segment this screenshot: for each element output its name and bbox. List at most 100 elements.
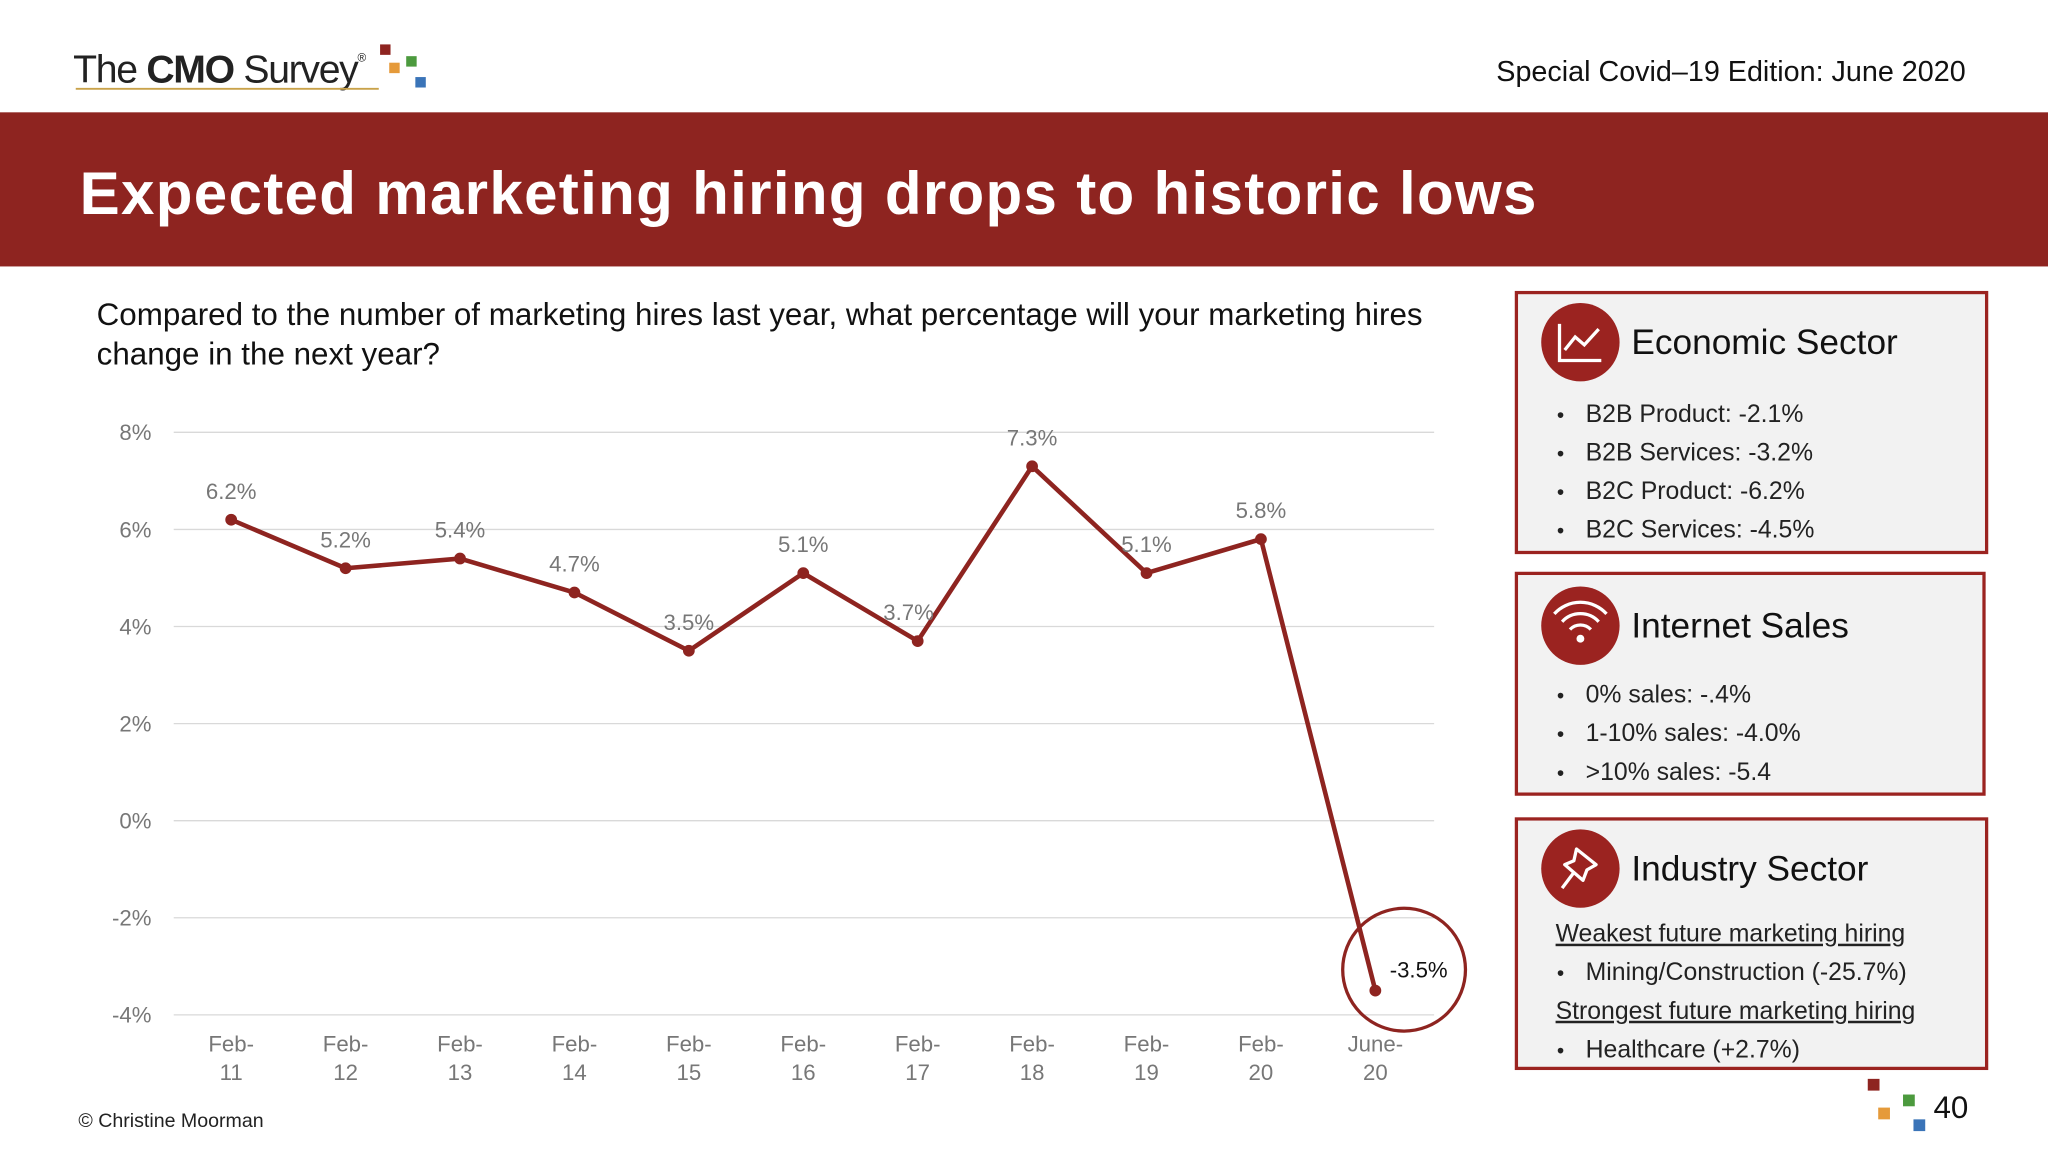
panel-item: B2C Services: -4.5% bbox=[1586, 516, 1815, 543]
panel-item: 0% sales: -.4% bbox=[1586, 682, 1751, 709]
logo-cmo: CMO bbox=[146, 48, 233, 91]
value-label: -3.5% bbox=[1390, 958, 1448, 983]
bullet: • bbox=[1557, 723, 1564, 746]
point bbox=[1369, 984, 1382, 997]
x-tick-label: Feb-11 bbox=[208, 1031, 255, 1086]
slide-title: Expected marketing hiring drops to histo… bbox=[80, 160, 1538, 227]
logo-square bbox=[380, 44, 391, 55]
point bbox=[225, 513, 238, 526]
point bbox=[339, 562, 352, 575]
x-tick-box: Feb-14 bbox=[551, 1031, 598, 1086]
x-tick-box: Feb-17 bbox=[894, 1031, 941, 1086]
panels: Economic Sector • B2B Product: -2.1% • B2B S… bbox=[1514, 290, 1989, 1071]
point bbox=[1026, 460, 1038, 473]
value-label: 5.1% bbox=[778, 532, 829, 557]
x-tick-box: Feb-20 bbox=[1238, 1031, 1284, 1086]
title-bar bbox=[0, 112, 2048, 267]
logo-survey: Survey bbox=[243, 48, 359, 91]
panel-heading: Weakest future marketing hiring bbox=[1556, 921, 1906, 948]
y-tick-label: -2% bbox=[112, 906, 151, 931]
x-tick-label: Feb-15 bbox=[666, 1031, 712, 1086]
panel-item: B2B Services: -3.2% bbox=[1586, 439, 1813, 466]
value-label: 5.4% bbox=[435, 518, 486, 543]
x-tick-label: Feb-12 bbox=[322, 1031, 369, 1086]
panel-item: B2C Product: -6.2% bbox=[1586, 478, 1805, 505]
value-label: 3.5% bbox=[664, 610, 715, 635]
question-box: Compared to the number of marketing hire… bbox=[96, 297, 1423, 373]
panel-item: 1-10% sales: -4.0% bbox=[1586, 720, 1801, 747]
value-label: 4.7% bbox=[549, 552, 600, 577]
edition: Special Covid–19 Edition: June 2020 bbox=[1496, 56, 1965, 88]
panel-icon bbox=[1541, 829, 1620, 908]
x-tick-box: Feb-16 bbox=[780, 1031, 827, 1086]
y-tick-label: 2% bbox=[119, 711, 151, 736]
y-tick-label: 6% bbox=[119, 517, 151, 542]
logo-square bbox=[389, 62, 400, 74]
y-tick-label: 8% bbox=[119, 420, 151, 445]
panel-icon-glyph bbox=[1557, 323, 1602, 363]
point bbox=[797, 567, 810, 579]
bullet: • bbox=[1557, 404, 1564, 427]
x-tick-label: Feb-17 bbox=[894, 1031, 941, 1086]
highlight-ring bbox=[1341, 906, 1468, 1033]
bullet: • bbox=[1557, 762, 1564, 785]
panel-title: Economic Sector bbox=[1631, 323, 1898, 362]
panel-item: Mining/Construction (-25.7%) bbox=[1586, 959, 1907, 986]
logo-the: The bbox=[73, 48, 137, 91]
value-label: 5.8% bbox=[1236, 498, 1287, 523]
x-tick-label: Feb-13 bbox=[437, 1031, 483, 1086]
x-tick-box: Feb-13 bbox=[437, 1031, 483, 1086]
logo: The CMO Survey® bbox=[73, 44, 426, 91]
bullet: • bbox=[1557, 442, 1564, 465]
bullet: • bbox=[1557, 519, 1564, 542]
logo-mark: ® bbox=[357, 51, 366, 64]
x-tick-label: June-20 bbox=[1347, 1031, 1404, 1086]
copyright: © Christine Moorman bbox=[78, 1110, 263, 1132]
panel-heading: Strongest future marketing hiring bbox=[1556, 998, 1916, 1025]
x-tick-box: Feb-18 bbox=[1009, 1031, 1055, 1086]
x-tick-label: Feb-16 bbox=[780, 1031, 827, 1086]
x-tick-label: Feb-18 bbox=[1009, 1031, 1055, 1086]
footer-square bbox=[1913, 1119, 1926, 1132]
panel-title: Internet Sales bbox=[1631, 606, 1849, 645]
x-tick-box: Feb-12 bbox=[322, 1031, 369, 1086]
footer-square bbox=[1903, 1094, 1915, 1107]
logo-square bbox=[406, 56, 417, 67]
panel-icon-glyph bbox=[1553, 600, 1608, 643]
bullet: • bbox=[1557, 1039, 1564, 1062]
x-tick-box: June-20 bbox=[1347, 1031, 1404, 1086]
footer-square bbox=[1867, 1078, 1880, 1091]
chart-question: Compared to the number of marketing hire… bbox=[96, 297, 1423, 373]
point bbox=[1140, 567, 1153, 579]
bullet: • bbox=[1557, 962, 1564, 985]
footer-square bbox=[1878, 1107, 1890, 1120]
page-number: 40 bbox=[1933, 1090, 1968, 1125]
y-tick-label: 4% bbox=[119, 614, 151, 639]
value-label: 5.2% bbox=[320, 527, 371, 552]
x-tick-box: Feb-19 bbox=[1123, 1031, 1170, 1086]
value-label: 5.1% bbox=[1121, 532, 1172, 557]
panel-icon-glyph bbox=[1560, 847, 1598, 890]
logo-text: The CMO Survey® bbox=[73, 48, 366, 91]
panel-item: B2B Product: -2.1% bbox=[1586, 401, 1804, 428]
bullet: • bbox=[1557, 685, 1564, 708]
point bbox=[1255, 533, 1267, 546]
x-tick-label: Feb-20 bbox=[1238, 1031, 1284, 1086]
logo-square bbox=[415, 77, 426, 88]
point bbox=[911, 635, 924, 647]
panel-title: Industry Sector bbox=[1631, 849, 1868, 888]
x-tick-box: Feb-11 bbox=[208, 1031, 255, 1086]
value-label: 3.7% bbox=[883, 600, 934, 625]
y-tick-label: -4% bbox=[112, 1003, 151, 1028]
y-tick-label: 0% bbox=[119, 809, 151, 834]
point bbox=[454, 552, 466, 565]
x-tick-box: Feb-15 bbox=[666, 1031, 712, 1086]
point bbox=[682, 644, 695, 657]
x-tick-label: Feb-19 bbox=[1123, 1031, 1170, 1086]
x-tick-label: Feb-14 bbox=[551, 1031, 598, 1086]
value-label: 7.3% bbox=[1007, 425, 1058, 450]
panel-item: Healthcare (+2.7%) bbox=[1586, 1036, 1800, 1063]
value-label: 6.2% bbox=[206, 479, 257, 504]
